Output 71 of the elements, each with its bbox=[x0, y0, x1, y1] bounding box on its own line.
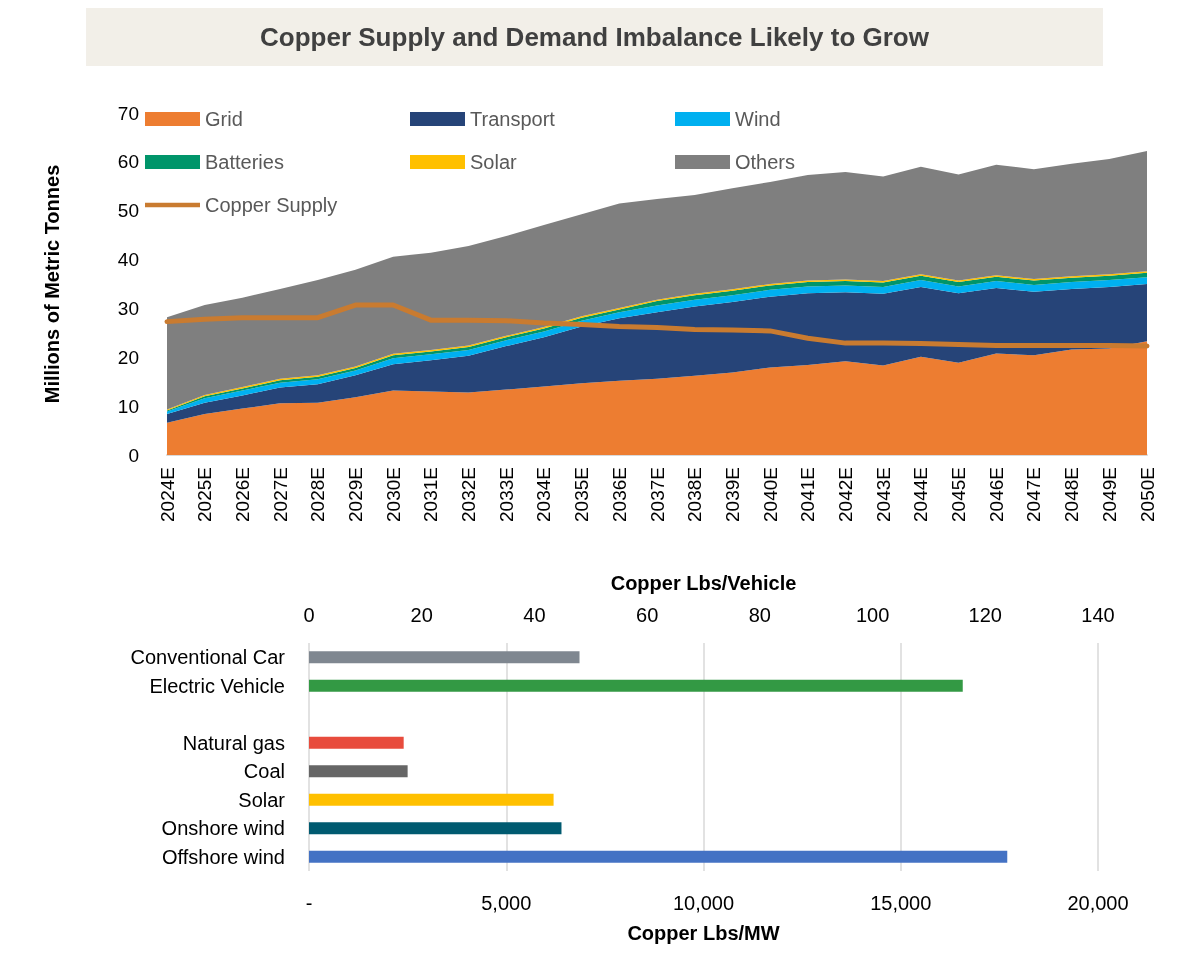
x2-tick-label: 20 bbox=[410, 604, 433, 626]
x-tick-label: 2039E bbox=[721, 467, 743, 522]
x-tick-label: 2040E bbox=[759, 467, 781, 522]
y-tick-label: 20 bbox=[117, 346, 139, 368]
y-tick-label: 40 bbox=[117, 249, 139, 271]
x-tick-label: 5,000 bbox=[481, 892, 532, 914]
x-tick-label: 2044E bbox=[910, 467, 932, 522]
y-tick-label: Coal bbox=[243, 760, 285, 783]
legend-label: Copper Supply bbox=[205, 194, 338, 216]
x-tick-label: 2032E bbox=[458, 467, 480, 522]
x-tick-label: 2028E bbox=[307, 467, 329, 522]
legend-label: Grid bbox=[205, 108, 243, 130]
x-axis-title: Copper Lbs/MW bbox=[627, 922, 780, 944]
x-tick-label: 2038E bbox=[684, 467, 706, 522]
x-tick-label: 2034E bbox=[533, 467, 555, 522]
y-tick-label: 70 bbox=[117, 102, 139, 124]
legend-label: Others bbox=[735, 151, 796, 173]
legend-label: Wind bbox=[735, 108, 781, 130]
y-tick-label: Solar bbox=[238, 788, 286, 811]
y-tick-label: 60 bbox=[117, 151, 139, 173]
x-tick-label: 2035E bbox=[571, 467, 593, 522]
x-tick-label: 2030E bbox=[382, 467, 404, 522]
legend-label: Solar bbox=[470, 151, 518, 173]
x2-tick-label: 80 bbox=[748, 604, 771, 626]
bar bbox=[309, 765, 408, 778]
x-tick-label: 2024E bbox=[156, 467, 178, 522]
y-tick-label: Natural gas bbox=[182, 731, 285, 754]
x2-tick-label: 60 bbox=[636, 604, 659, 626]
y-axis-title: Millions of Metric Tonnes bbox=[41, 164, 63, 404]
x-tick-label: 2033E bbox=[495, 467, 517, 522]
x-tick-label: 2047E bbox=[1023, 467, 1045, 522]
x-tick-label: 2037E bbox=[646, 467, 668, 522]
x-tick-label: 2043E bbox=[872, 467, 894, 522]
x2-tick-label: 40 bbox=[523, 604, 546, 626]
y-tick-label: 50 bbox=[117, 200, 139, 222]
x-tick-label: 20,000 bbox=[1067, 892, 1129, 914]
x-tick-label: 2025E bbox=[194, 467, 216, 522]
x-tick-label: 2048E bbox=[1061, 467, 1083, 522]
bar bbox=[309, 850, 1008, 863]
x-tick-label: 2045E bbox=[948, 467, 970, 522]
y-tick-label: 30 bbox=[117, 297, 139, 319]
y-tick-label: 0 bbox=[128, 444, 139, 466]
y-tick-label: Onshore wind bbox=[161, 817, 285, 840]
x-tick-label: 2031E bbox=[420, 467, 442, 522]
x-tick-label: 2049E bbox=[1098, 467, 1120, 522]
bar bbox=[309, 822, 562, 835]
x-tick-label: - bbox=[305, 892, 313, 914]
x-tick-label: 2026E bbox=[231, 467, 253, 522]
y-tick-label: Conventional Car bbox=[130, 646, 286, 669]
bar bbox=[309, 793, 554, 806]
x2-tick-label: 140 bbox=[1081, 604, 1115, 626]
x-tick-label: 2029E bbox=[344, 467, 366, 522]
y-tick-label: 10 bbox=[117, 395, 139, 417]
chart-title: Copper Supply and Demand Imbalance Likely to Grow bbox=[260, 22, 930, 52]
x2-tick-label: 0 bbox=[303, 604, 315, 626]
x-tick-label: 2036E bbox=[608, 467, 630, 522]
y-tick-label: Offshore wind bbox=[161, 845, 285, 868]
y-tick-label: Electric Vehicle bbox=[149, 674, 285, 697]
x-tick-label: 2041E bbox=[797, 467, 819, 522]
x-tick-label: 2046E bbox=[985, 467, 1007, 522]
x-tick-label: 10,000 bbox=[672, 892, 735, 914]
x-tick-label: 15,000 bbox=[870, 892, 932, 914]
x2-axis-title: Copper Lbs/Vehicle bbox=[610, 572, 797, 594]
legend-label: Transport bbox=[470, 108, 556, 130]
x-tick-label: 2050E bbox=[1136, 467, 1158, 522]
bar bbox=[309, 736, 404, 749]
legend-label: Batteries bbox=[205, 151, 284, 173]
x-tick-label: 2027E bbox=[269, 467, 291, 522]
x-tick-label: 2042E bbox=[834, 467, 856, 522]
x2-tick-label: 100 bbox=[855, 604, 890, 626]
x2-tick-label: 120 bbox=[968, 604, 1002, 626]
